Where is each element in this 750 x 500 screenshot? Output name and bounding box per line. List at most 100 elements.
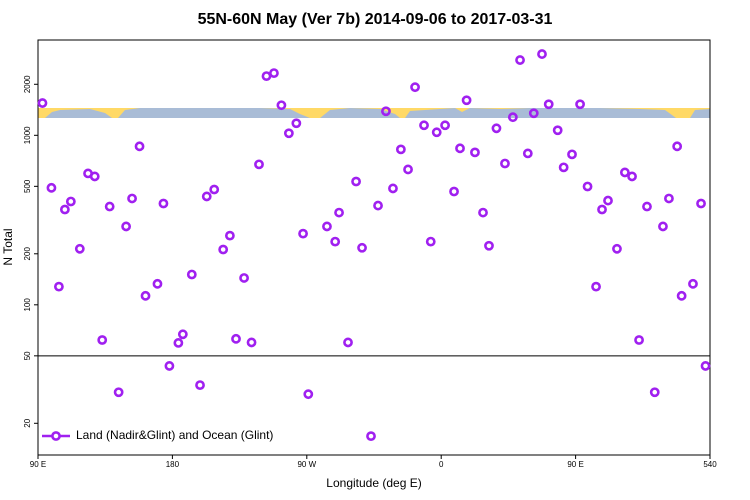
point bbox=[54, 281, 64, 292]
point bbox=[627, 171, 637, 182]
point bbox=[649, 387, 660, 398]
point bbox=[134, 141, 145, 152]
point bbox=[597, 204, 607, 215]
point bbox=[366, 431, 376, 442]
point bbox=[403, 164, 413, 175]
x-tick-label: 540 bbox=[703, 460, 717, 469]
point bbox=[218, 244, 229, 255]
point bbox=[507, 112, 518, 123]
point bbox=[97, 335, 108, 345]
x-tick-label: 90 E bbox=[567, 460, 583, 469]
point bbox=[696, 198, 706, 209]
point bbox=[700, 361, 711, 371]
point bbox=[410, 82, 420, 93]
chart-title: 55N-60N May (Ver 7b) 2014-09-06 to 2017-… bbox=[198, 11, 553, 28]
point bbox=[484, 240, 494, 251]
point bbox=[664, 193, 674, 204]
point bbox=[440, 120, 450, 131]
point bbox=[330, 236, 341, 247]
point bbox=[177, 329, 188, 340]
x-tick-label: 90 W bbox=[297, 460, 316, 469]
point bbox=[612, 243, 622, 254]
point bbox=[419, 120, 429, 131]
point bbox=[388, 183, 398, 194]
point bbox=[322, 221, 332, 232]
point bbox=[46, 182, 57, 193]
point bbox=[528, 108, 539, 119]
point bbox=[231, 333, 241, 344]
point bbox=[269, 68, 279, 79]
x-axis-label: Longitude (deg E) bbox=[326, 476, 421, 490]
point bbox=[121, 221, 132, 232]
y-tick-label: 100 bbox=[23, 298, 32, 312]
point bbox=[431, 127, 442, 138]
point bbox=[455, 143, 465, 154]
point bbox=[65, 196, 76, 207]
point bbox=[470, 147, 480, 158]
point bbox=[37, 98, 48, 108]
point bbox=[254, 159, 264, 170]
point bbox=[449, 186, 459, 197]
x-tick-label: 180 bbox=[166, 460, 180, 469]
point bbox=[373, 200, 383, 211]
point bbox=[642, 201, 652, 212]
point bbox=[461, 95, 472, 106]
point bbox=[658, 221, 668, 232]
point bbox=[113, 387, 124, 398]
point bbox=[173, 338, 184, 348]
point bbox=[357, 242, 367, 253]
point bbox=[283, 128, 294, 139]
point bbox=[164, 361, 175, 371]
point bbox=[195, 380, 205, 390]
y-tick-label: 20 bbox=[23, 418, 32, 427]
point bbox=[158, 198, 169, 209]
point bbox=[89, 171, 100, 182]
point bbox=[276, 100, 287, 111]
point bbox=[140, 290, 151, 301]
point bbox=[201, 191, 212, 202]
point bbox=[567, 149, 577, 160]
point bbox=[104, 201, 115, 212]
point bbox=[246, 337, 257, 348]
point bbox=[261, 71, 272, 82]
point bbox=[186, 269, 197, 280]
point bbox=[582, 181, 593, 192]
point bbox=[152, 278, 163, 289]
point bbox=[688, 278, 698, 289]
point bbox=[224, 230, 235, 241]
y-tick-label: 50 bbox=[23, 351, 32, 360]
point bbox=[209, 184, 220, 195]
plot-frame bbox=[37, 39, 711, 456]
point bbox=[74, 243, 85, 254]
point bbox=[127, 193, 137, 204]
x-tick-label: 90 E bbox=[30, 460, 46, 469]
point bbox=[59, 204, 70, 215]
point bbox=[395, 144, 406, 155]
point bbox=[575, 99, 585, 110]
point bbox=[515, 55, 525, 65]
point bbox=[522, 148, 533, 159]
point bbox=[676, 290, 687, 301]
point bbox=[491, 123, 502, 134]
legend-label: Land (Nadir&Glint) and Ocean (Glint) bbox=[76, 428, 273, 442]
x-tick-label: 0 bbox=[439, 460, 444, 469]
point bbox=[558, 162, 569, 173]
point bbox=[543, 99, 554, 110]
point bbox=[537, 49, 547, 59]
y-axis-label: N Total bbox=[1, 228, 15, 265]
point bbox=[634, 335, 644, 345]
point bbox=[239, 273, 249, 283]
point bbox=[591, 281, 601, 292]
point bbox=[672, 141, 683, 152]
y-tick-label: 2000 bbox=[23, 75, 32, 93]
point bbox=[351, 176, 361, 187]
y-tick-label: 200 bbox=[23, 247, 32, 261]
point bbox=[500, 158, 510, 169]
legend-marker bbox=[51, 431, 61, 441]
map-strip bbox=[38, 108, 710, 118]
point bbox=[619, 167, 630, 178]
point bbox=[478, 207, 488, 218]
point bbox=[291, 118, 302, 129]
y-tick-label: 1000 bbox=[23, 126, 32, 144]
